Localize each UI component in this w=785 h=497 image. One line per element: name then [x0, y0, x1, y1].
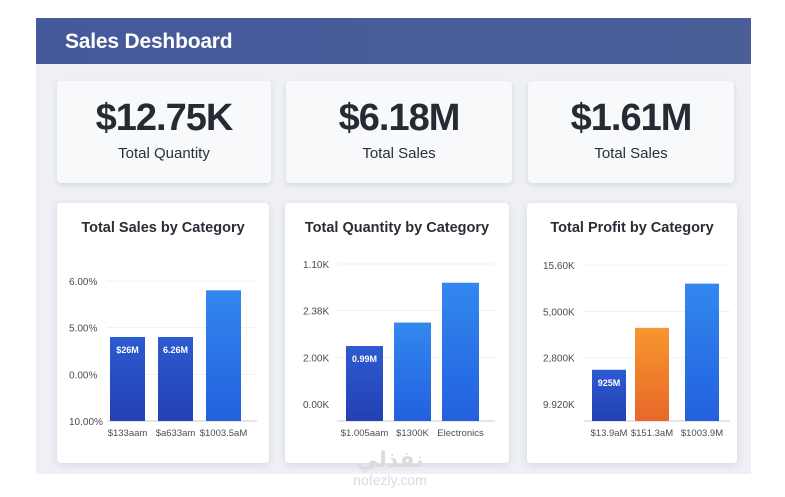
bar-data-label: 0.99M [352, 354, 377, 364]
x-category-label: $13.9aM [591, 428, 628, 439]
kpi-card-total-sales: $6.18M Total Sales [286, 81, 512, 183]
y-tick-label: 9.920K [543, 400, 575, 411]
bar [635, 327, 669, 421]
kpi-value: $12.75K [95, 97, 234, 139]
bar-data-label: 925M [598, 378, 621, 388]
kpi-label: Total Sales [594, 145, 668, 162]
chart-card-quantity-by-category: 0.00K 2.00K 2.38K 1.10K 0.99M $1.005aam $1300K… [285, 203, 509, 463]
bar [394, 322, 431, 421]
y-tick-label: 0.00% [69, 370, 97, 381]
y-tick-label: 5,000K [543, 307, 575, 318]
x-category-label: $151.3aM [631, 428, 673, 439]
bar [158, 337, 193, 421]
bar [206, 290, 241, 421]
bar-chart: 10.00% 0.00% 5.00% 6.00% $26M $133aam 6.26M $a6… [69, 277, 257, 439]
dashboard-title: Sales Deshboard [65, 30, 233, 53]
y-tick-label: 5.00% [69, 324, 97, 335]
chart-title: Total Quantity by Category [304, 220, 490, 236]
y-tick-label: 1.10K [303, 260, 329, 271]
bar [442, 282, 479, 421]
bar [592, 369, 626, 421]
kpi-card-total-sales-2: $1.61M Total Sales [528, 81, 734, 183]
dashboard-header: Sales Deshboard [36, 18, 751, 64]
x-category-label: $1300K [396, 428, 429, 439]
y-tick-label: 2.00K [303, 353, 329, 364]
chart-title: Total Sales by Category [81, 220, 245, 236]
x-category-label: $1003.9M [681, 428, 723, 439]
x-category-label: $a633am [156, 428, 196, 439]
y-tick-label: 6.00% [69, 277, 97, 288]
y-tick-label: 10.00% [69, 417, 103, 428]
bar-chart: 0.00K 2.00K 2.38K 1.10K 0.99M $1.005aam $1300K… [303, 260, 495, 439]
bar-data-label: 6.26M [163, 345, 188, 355]
bar-data-label: $26M [116, 345, 139, 355]
bar-chart: 9.920K 2,800K 5,000K 15.60K 925M $13.9aM $151.… [543, 261, 730, 439]
x-category-label: Electronics [437, 428, 484, 439]
x-category-label: $1003.5aM [200, 428, 248, 439]
y-tick-label: 2.38K [303, 307, 329, 318]
kpi-value: $6.18M [338, 97, 461, 139]
bar [110, 337, 145, 421]
x-category-label: $133aam [108, 428, 148, 439]
bar [685, 283, 719, 421]
y-tick-label: 0.00K [303, 400, 329, 411]
kpi-label: Total Quantity [118, 145, 210, 162]
kpi-label: Total Sales [362, 145, 436, 162]
dashboard-panel: Sales Deshboard $12.75K Total Quantity $… [36, 18, 751, 474]
y-tick-label: 2,800K [543, 354, 575, 365]
chart-title: Total Profit by Category [550, 220, 714, 236]
chart-card-sales-by-category: 10.00% 0.00% 5.00% 6.00% $26M $133aam 6.26M $a6… [57, 203, 269, 463]
chart-card-profit-by-category: 9.920K 2,800K 5,000K 15.60K 925M $13.9aM $151.… [527, 203, 737, 463]
x-category-label: $1.005aam [341, 428, 389, 439]
bar [346, 346, 383, 421]
kpi-card-total-quantity: $12.75K Total Quantity [57, 81, 271, 183]
y-tick-label: 15.60K [543, 261, 575, 272]
kpi-value: $1.61M [570, 97, 693, 139]
watermark-latin: nofezly.com [353, 472, 427, 488]
